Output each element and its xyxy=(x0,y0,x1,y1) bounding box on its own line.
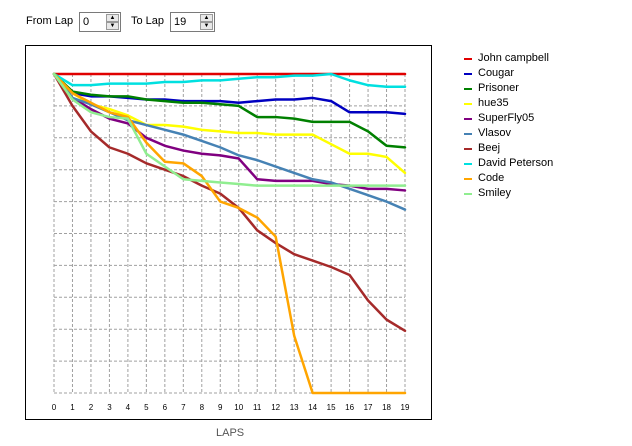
x-tick-label: 1 xyxy=(70,403,75,412)
legend-label: SuperFly05 xyxy=(478,112,535,124)
x-tick-label: 2 xyxy=(89,403,94,412)
x-tick-label: 19 xyxy=(401,403,410,412)
legend-label: David Peterson xyxy=(478,157,554,169)
to-lap-down-icon[interactable]: ▼ xyxy=(200,22,213,30)
from-lap-stepper[interactable]: 0 ▲ ▼ xyxy=(79,12,121,32)
series-line-7 xyxy=(52,72,407,89)
lap-position-chart: 0 1 2 3 4 5 6 7 8 9 10 11 12 13 14 15 16 17 18 19 xyxy=(52,72,410,412)
series-line-5 xyxy=(52,72,407,211)
legend-swatch xyxy=(464,193,472,195)
legend-label: Code xyxy=(478,172,505,184)
x-tick-label: 14 xyxy=(308,403,317,412)
from-lap-label: From Lap xyxy=(26,15,74,27)
x-tick-label: 7 xyxy=(181,403,186,412)
x-tick-label: 17 xyxy=(364,403,373,412)
to-lap-label: To Lap xyxy=(131,15,165,27)
series-line-6 xyxy=(52,72,407,333)
x-tick-label: 9 xyxy=(218,403,223,412)
legend-swatch xyxy=(464,88,472,90)
x-tick-label: 15 xyxy=(327,403,336,412)
x-tick-label: 18 xyxy=(382,403,391,412)
legend-label: Cougar xyxy=(478,67,515,79)
legend-label: Beej xyxy=(478,142,501,154)
from-lap-up-icon[interactable]: ▲ xyxy=(106,14,119,22)
x-tick-label: 5 xyxy=(144,403,149,412)
to-lap-value[interactable]: 19 xyxy=(174,16,187,28)
x-tick-label: 11 xyxy=(253,403,262,412)
x-tick-label: 10 xyxy=(234,403,243,412)
legend-label: Smiley xyxy=(478,187,512,199)
legend-swatch xyxy=(464,118,472,120)
legend-swatch xyxy=(464,133,472,135)
legend-swatch xyxy=(464,178,472,180)
legend-label: John campbell xyxy=(478,52,549,64)
x-tick-label: 3 xyxy=(107,403,112,412)
x-tick-label: 12 xyxy=(271,403,280,412)
series-line-9 xyxy=(52,72,407,187)
legend-swatch xyxy=(464,58,472,60)
x-axis-label: LAPS xyxy=(216,427,245,439)
series-line-3 xyxy=(52,72,407,175)
legend-label: hue35 xyxy=(478,97,509,109)
series-line-8 xyxy=(52,72,407,395)
chart-frame: 0 1 2 3 4 5 6 7 8 9 10 11 12 13 14 15 16 17 18 19 xyxy=(25,45,432,420)
legend-swatch xyxy=(464,103,472,105)
legend-label: Prisoner xyxy=(478,82,519,94)
x-tick-label: 4 xyxy=(126,403,131,412)
from-lap-value[interactable]: 0 xyxy=(83,16,90,28)
legend-label: Vlasov xyxy=(478,127,512,139)
x-tick-label: 6 xyxy=(163,403,168,412)
legend-swatch xyxy=(464,73,472,75)
x-tick-label: 0 xyxy=(52,403,57,412)
from-lap-down-icon[interactable]: ▼ xyxy=(106,22,119,30)
legend-swatch xyxy=(464,148,472,150)
to-lap-up-icon[interactable]: ▲ xyxy=(200,14,213,22)
x-tick-label: 8 xyxy=(200,403,205,412)
series-line-2 xyxy=(52,72,407,149)
x-tick-label: 16 xyxy=(345,403,354,412)
to-lap-stepper[interactable]: 19 ▲ ▼ xyxy=(170,12,215,32)
x-tick-label: 13 xyxy=(290,403,299,412)
legend-swatch xyxy=(464,163,472,165)
